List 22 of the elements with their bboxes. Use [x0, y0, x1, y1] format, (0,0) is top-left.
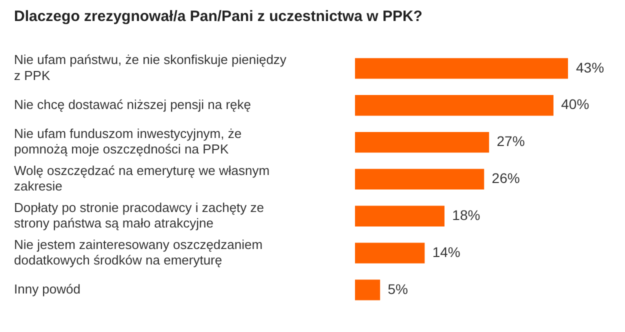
- bar: [355, 242, 425, 264]
- data-label: 27%: [496, 133, 525, 150]
- y-tick-label: Nie ufam państwu, że nie skonfiskuje pieniędzy z PPK: [14, 52, 287, 83]
- data-label: 43%: [576, 59, 604, 76]
- data-label: 14%: [432, 244, 460, 260]
- y-tick-label: Wolę oszczędzać na emeryturę we własnym zakresie: [14, 162, 270, 194]
- y-tick-label: Nie chcę dostawać niższej pensji na rękę: [14, 96, 252, 112]
- data-label: 18%: [452, 206, 480, 223]
- y-tick-label: Dopłaty po stronie pracodawcy i zachęty ze strony państwa są mało atrakcyjne: [14, 200, 264, 230]
- y-tick-label: Nie ufam funduszom inwestycyjnym, że pomnożą moje oszczędności na PPK: [14, 126, 242, 157]
- y-tick-label: Nie jestem zainteresowany oszczędzaniem dodatkowych środków na emeryturę: [14, 236, 263, 268]
- bar: [355, 168, 484, 190]
- bar: [355, 132, 490, 153]
- bar: [355, 58, 568, 79]
- bar: [355, 280, 380, 300]
- text: Dlaczego zrezygnował/a Pan/Pani z uczestnictwa w PPK?: [14, 8, 422, 26]
- data-label: 26%: [492, 170, 520, 186]
- data-label: 5%: [388, 280, 408, 297]
- data-label: 40%: [561, 96, 590, 112]
- y-tick-label: Inny powód: [14, 282, 80, 297]
- bar: [355, 95, 554, 116]
- bar: [355, 206, 444, 226]
